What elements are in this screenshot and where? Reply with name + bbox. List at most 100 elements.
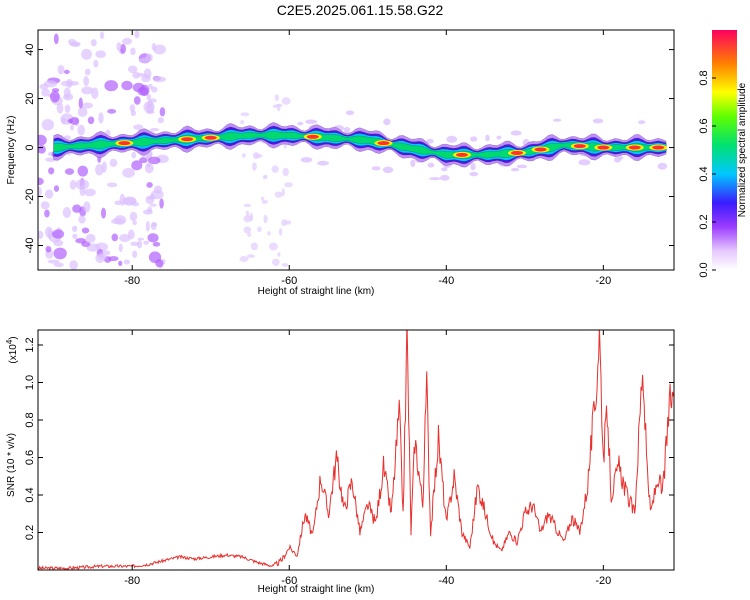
noise-blob bbox=[496, 135, 502, 140]
y-tick-label: 0.8 bbox=[24, 412, 36, 427]
noise-blob bbox=[578, 159, 591, 166]
noise-blob bbox=[133, 96, 141, 105]
x-axis-label: Height of straight line (km) bbox=[258, 584, 375, 595]
noise-blob bbox=[343, 126, 351, 133]
noise-blob bbox=[263, 214, 268, 224]
x-axis-label: Height of straight line (km) bbox=[258, 286, 375, 297]
noise-blob bbox=[69, 179, 77, 190]
noise-blob bbox=[95, 163, 104, 176]
noise-blob bbox=[38, 177, 44, 186]
noise-blob bbox=[95, 50, 107, 59]
noise-blob bbox=[81, 227, 90, 234]
noise-blob bbox=[146, 110, 155, 114]
noise-blob bbox=[119, 234, 131, 242]
noise-blob bbox=[250, 242, 258, 251]
noise-blob bbox=[141, 74, 151, 83]
noise-blob bbox=[107, 108, 117, 114]
noise-blob bbox=[129, 104, 136, 113]
noise-blob bbox=[110, 218, 125, 225]
chart-title: C2E5.2025.061.15.58.G22 bbox=[276, 2, 444, 18]
noise-blob bbox=[78, 215, 86, 224]
noise-blob bbox=[446, 135, 458, 143]
ridge-core bbox=[181, 137, 194, 142]
noise-blob bbox=[48, 167, 55, 175]
noise-blob bbox=[592, 118, 604, 124]
noise-blob bbox=[317, 160, 330, 166]
noise-blob bbox=[139, 157, 148, 164]
noise-blob bbox=[85, 233, 96, 243]
colorbar-label: Normalized spectral amplitude bbox=[737, 82, 748, 217]
noise-blob bbox=[134, 30, 140, 39]
noise-blob bbox=[67, 118, 73, 124]
noise-blob bbox=[38, 134, 47, 146]
noise-blob bbox=[153, 44, 166, 55]
noise-blob bbox=[305, 119, 318, 125]
ridge-core bbox=[510, 150, 523, 155]
noise-blob bbox=[38, 145, 46, 154]
noise-blob bbox=[69, 260, 78, 270]
noise-blob bbox=[243, 226, 252, 234]
noise-blob bbox=[284, 182, 293, 188]
noise-blob bbox=[147, 156, 161, 165]
noise-blob bbox=[83, 75, 90, 87]
noise-blob bbox=[485, 134, 490, 142]
noise-blob bbox=[150, 193, 155, 199]
spectrogram-plot: -80 -60 -40 -20 40 20 0 -20 -40 Height of straigh… bbox=[6, 29, 675, 297]
noise-blob bbox=[99, 31, 105, 40]
y-scale-note: (x104) bbox=[5, 336, 19, 363]
noise-blob bbox=[281, 219, 287, 227]
noise-blob bbox=[131, 151, 137, 159]
x-tick-label: -40 bbox=[438, 275, 454, 287]
noise-blob bbox=[638, 120, 646, 125]
noise-blob bbox=[86, 243, 101, 252]
noise-blob bbox=[439, 174, 450, 181]
noise-blob bbox=[84, 68, 91, 76]
noise-blob bbox=[271, 165, 279, 173]
noise-blob bbox=[60, 117, 67, 125]
noise-blob bbox=[44, 209, 50, 218]
noise-blob bbox=[64, 168, 75, 175]
ridge-core bbox=[597, 145, 610, 150]
noise-blob bbox=[383, 118, 391, 126]
noise-blob bbox=[81, 48, 92, 60]
y-tick-label: -40 bbox=[24, 238, 36, 254]
noise-blob bbox=[109, 158, 118, 168]
noise-blob bbox=[249, 212, 254, 222]
noise-blob bbox=[72, 204, 82, 213]
snr-line bbox=[38, 330, 674, 570]
noise-blob bbox=[81, 102, 94, 109]
noise-blob bbox=[276, 103, 281, 112]
noise-blob bbox=[282, 167, 289, 177]
noise-blob bbox=[247, 232, 252, 237]
noise-blob bbox=[283, 143, 287, 149]
noise-blob bbox=[345, 110, 354, 116]
noise-blob bbox=[427, 162, 435, 168]
ridge-core bbox=[118, 141, 131, 146]
noise-blob bbox=[146, 162, 151, 168]
noise-blob bbox=[41, 88, 50, 97]
y-tick-label: 20 bbox=[24, 92, 36, 104]
noise-blob bbox=[371, 166, 381, 171]
noise-blob bbox=[122, 38, 133, 45]
noise-blob bbox=[53, 247, 67, 260]
y-tick-label: 0.4 bbox=[24, 487, 36, 502]
colorbar-tick-label: 0.2 bbox=[698, 214, 710, 229]
y-tick-label: -20 bbox=[24, 189, 36, 205]
ridge-core bbox=[204, 135, 217, 140]
noise-blob bbox=[150, 127, 160, 132]
snr-plot: -80 -60 -40 -20 0.2 0.4 0.6 0.8 1.0 1.2 Height of … bbox=[5, 329, 675, 595]
noise-blob bbox=[77, 124, 85, 136]
noise-blob bbox=[56, 103, 64, 114]
noise-blob bbox=[53, 262, 64, 268]
noise-blob bbox=[127, 65, 138, 74]
noise-blob bbox=[129, 211, 138, 222]
noise-blob bbox=[243, 203, 252, 208]
noise-blob bbox=[251, 162, 257, 171]
noise-blob bbox=[44, 189, 54, 199]
noise-blob bbox=[267, 231, 271, 236]
y-tick-label: 0.2 bbox=[24, 525, 36, 540]
ridge-core bbox=[534, 147, 547, 152]
x-tick-label: -60 bbox=[281, 275, 297, 287]
noise-blob bbox=[152, 76, 167, 83]
noise-blob bbox=[149, 98, 157, 103]
